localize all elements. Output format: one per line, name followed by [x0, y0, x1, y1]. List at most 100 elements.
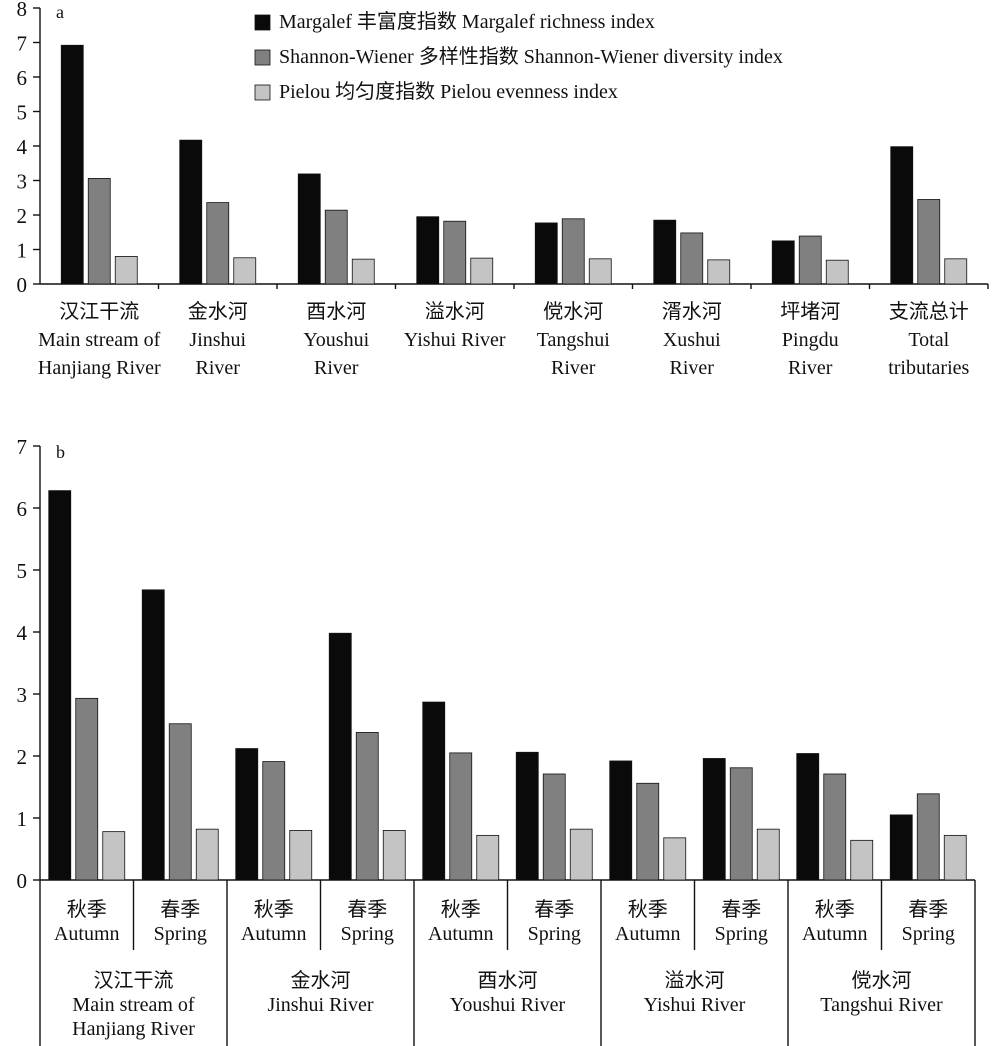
bar	[60, 44, 84, 285]
season-label: Spring	[528, 923, 581, 945]
y-tick-label: 6	[17, 66, 28, 90]
x-category-label: Tangshui	[537, 329, 610, 351]
season-label: Spring	[715, 923, 768, 945]
legend-swatch	[254, 14, 271, 31]
legend-swatch	[254, 84, 271, 101]
y-tick-label: 2	[17, 204, 28, 228]
bar	[889, 814, 913, 881]
group-label: 汉江干流	[94, 969, 174, 992]
bar	[328, 632, 352, 881]
legend-label: Pielou 均匀度指数 Pielou evenness index	[279, 80, 618, 103]
group-label: Hanjiang River	[72, 1018, 195, 1040]
bar	[729, 767, 753, 881]
x-category-label: River	[196, 357, 241, 379]
bar	[470, 257, 494, 285]
bar	[355, 732, 379, 881]
x-category-label: 溢水河	[425, 300, 485, 323]
bar	[943, 834, 967, 881]
x-category-label: River	[670, 357, 715, 379]
x-category-label: 湑水河	[662, 300, 722, 323]
bar	[917, 199, 941, 285]
season-label: Autumn	[54, 923, 120, 945]
y-tick-label: 1	[17, 807, 28, 831]
bar	[87, 178, 111, 285]
group-label: 金水河	[291, 969, 351, 992]
bar	[823, 773, 847, 881]
season-label: Autumn	[428, 923, 494, 945]
group-label: 酉水河	[478, 969, 538, 992]
legend-swatch	[254, 49, 271, 66]
bar	[75, 697, 99, 881]
bar	[636, 782, 660, 881]
bar	[850, 839, 874, 881]
panel-label: a	[56, 2, 64, 22]
legend-label: Shannon-Wiener 多样性指数 Shannon-Wiener dive…	[279, 45, 783, 68]
bar	[756, 828, 780, 881]
season-label: Spring	[902, 923, 955, 945]
bar	[944, 258, 968, 285]
bar	[890, 146, 914, 285]
y-tick-label: 1	[17, 239, 28, 263]
x-category-label: Youshui	[303, 329, 369, 351]
bar	[534, 222, 558, 285]
bar	[351, 258, 375, 285]
bar	[798, 235, 822, 285]
season-label: Autumn	[615, 923, 681, 945]
x-category-label: 金水河	[188, 300, 248, 323]
season-label: 秋季	[67, 898, 107, 921]
y-tick-label: 6	[17, 497, 28, 521]
x-category-label: 汉江干流	[59, 300, 139, 323]
x-category-label: Hanjiang River	[38, 357, 161, 379]
bar	[262, 761, 286, 881]
x-category-label: tributaries	[888, 357, 969, 379]
bar	[588, 258, 612, 285]
group-label: Youshui River	[450, 994, 566, 1016]
group-label: Jinshui River	[267, 994, 373, 1016]
bar	[48, 490, 72, 881]
y-tick-label: 7	[17, 32, 28, 56]
bar	[825, 259, 849, 285]
bar	[561, 218, 585, 285]
x-category-label: River	[551, 357, 596, 379]
season-label: 秋季	[254, 898, 294, 921]
season-label: Autumn	[241, 923, 307, 945]
bar	[653, 219, 677, 285]
season-label: Spring	[154, 923, 207, 945]
group-label: Yishui River	[644, 994, 746, 1016]
bar	[476, 834, 500, 881]
y-tick-label: 7	[17, 435, 28, 459]
season-label: 秋季	[441, 898, 481, 921]
bar	[569, 828, 593, 881]
y-tick-label: 3	[17, 170, 28, 194]
y-tick-label: 2	[17, 745, 28, 769]
y-tick-label: 4	[17, 621, 28, 645]
x-category-label: Main stream of	[38, 329, 161, 351]
bar	[443, 220, 467, 285]
bar	[235, 748, 259, 881]
bar	[141, 589, 165, 881]
y-tick-label: 0	[17, 273, 28, 297]
bar	[663, 837, 687, 881]
bar	[416, 216, 440, 285]
bar	[195, 828, 219, 881]
legend-label: Margalef 丰富度指数 Margalef richness index	[279, 10, 655, 33]
bar	[542, 773, 566, 881]
x-category-label: Jinshui	[189, 329, 246, 351]
y-tick-label: 0	[17, 869, 28, 893]
group-label: Tangshui River	[820, 994, 943, 1016]
bar	[382, 830, 406, 881]
bar	[916, 793, 940, 881]
season-label: 春季	[721, 898, 761, 921]
season-label: 春季	[347, 898, 387, 921]
bar	[324, 209, 348, 285]
x-category-label: Pingdu	[782, 329, 839, 351]
bar	[233, 257, 257, 285]
x-category-label: Total	[908, 329, 949, 351]
season-label: 春季	[160, 898, 200, 921]
x-category-label: River	[314, 357, 359, 379]
season-label: Autumn	[802, 923, 868, 945]
bar	[680, 232, 704, 285]
bar	[168, 723, 192, 881]
bar	[102, 831, 126, 881]
x-category-label: 傥水河	[543, 300, 603, 323]
